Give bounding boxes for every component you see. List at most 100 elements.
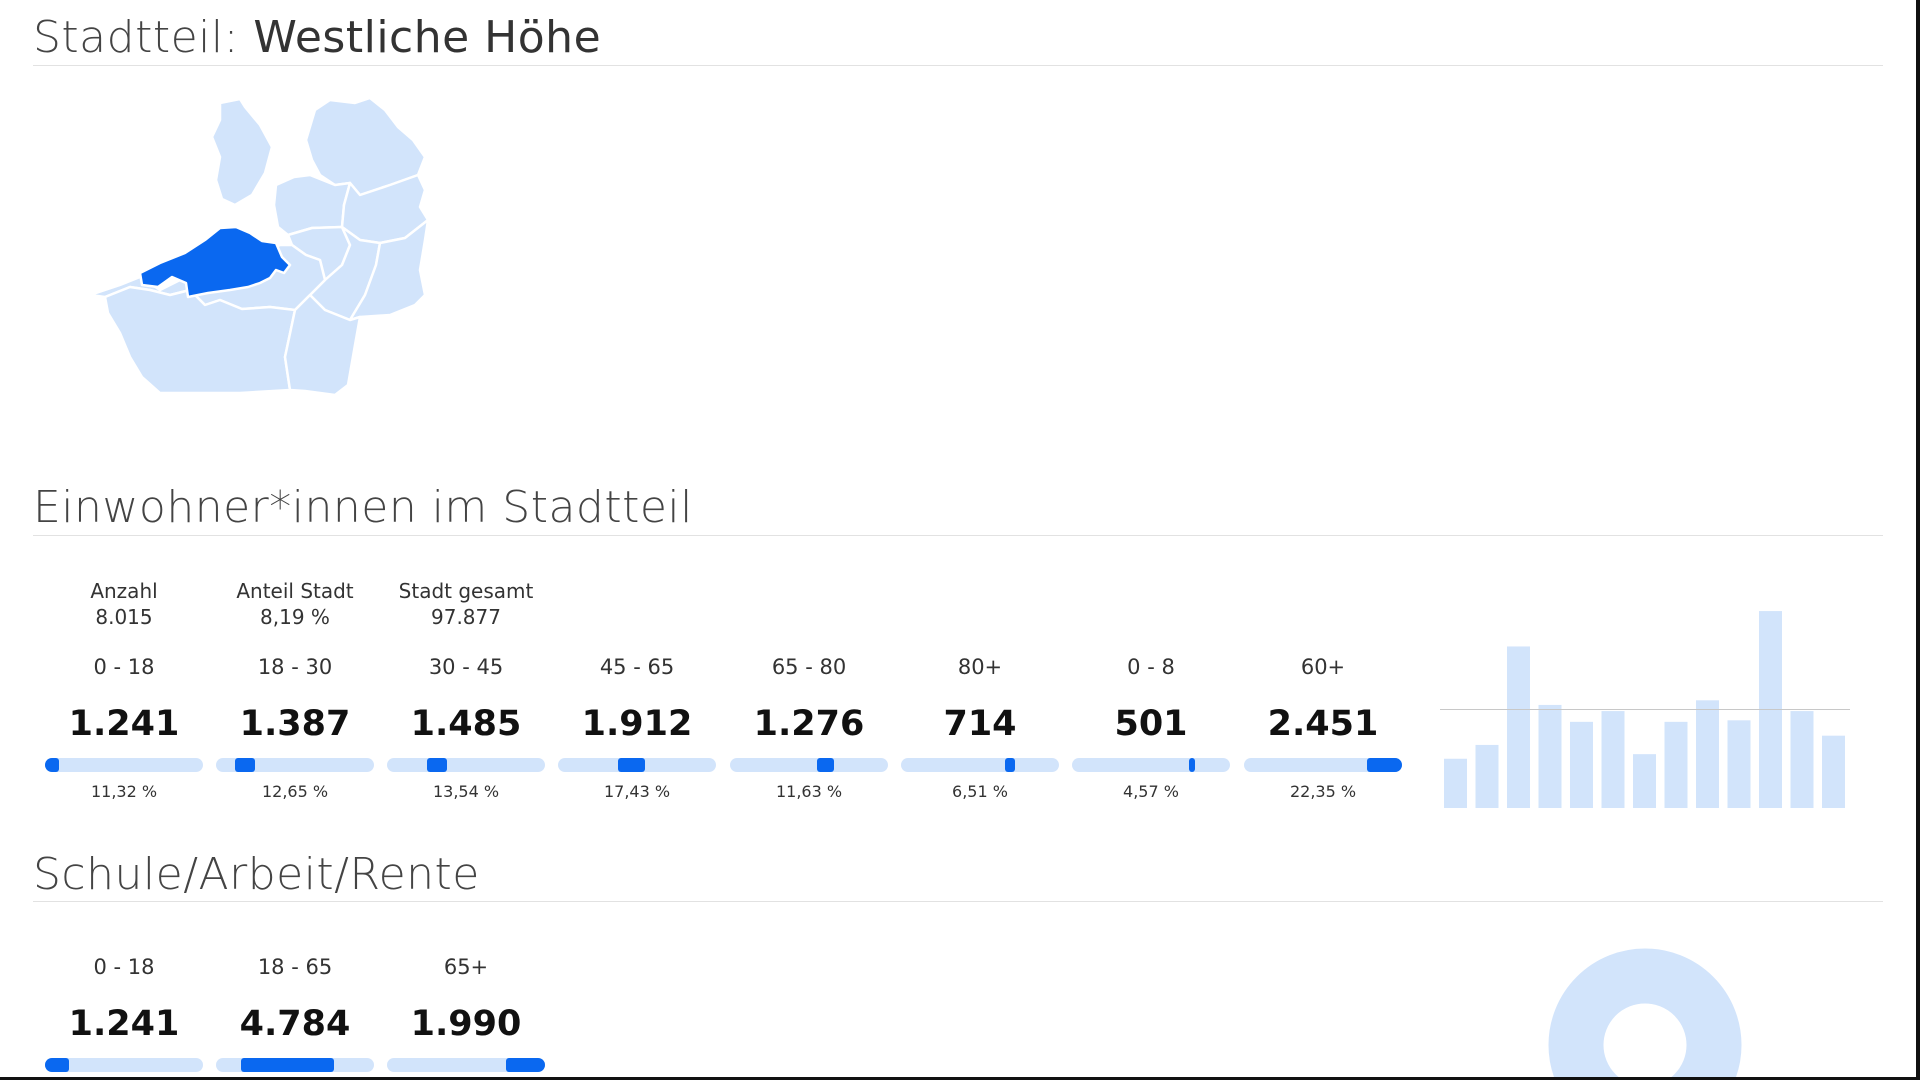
divider (33, 535, 1883, 536)
histogram-bar (1444, 758, 1467, 808)
histogram-bar (1727, 720, 1751, 808)
summary-value: 8.015 (95, 605, 153, 629)
age-group-bar-fill (426, 758, 448, 772)
age-group-bar (730, 758, 888, 772)
age-group-tile[interactable]: 60+ 2.451 22,35 % (1238, 654, 1408, 801)
age-group-bar-fill (816, 758, 835, 772)
divider (33, 65, 1883, 66)
school-work-label: 0 - 18 (93, 955, 155, 979)
map-district[interactable] (283, 293, 362, 397)
age-group-label: 45 - 65 (599, 655, 675, 679)
age-group-label: 65 - 80 (771, 655, 847, 679)
summary-count: Anzahl 8.015 (39, 578, 209, 630)
age-group-count: 1.912 (581, 704, 693, 744)
age-group-count: 2.451 (1267, 704, 1379, 744)
district-name: Westliche Höhe (253, 12, 602, 63)
age-group-label: 60+ (1300, 655, 1346, 679)
age-group-label: 30 - 45 (428, 655, 504, 679)
age-group-tile[interactable]: 30 - 45 1.485 13,54 % (381, 654, 551, 801)
age-group-percent: 22,35 % (1289, 782, 1357, 801)
age-group-bar-fill (1005, 758, 1015, 772)
school-work-bar (216, 1058, 374, 1072)
window-edge-bottom (0, 1077, 1920, 1080)
map-district-selected[interactable] (138, 225, 292, 299)
school-work-donut-chart (1548, 948, 1742, 1077)
age-group-bar-fill (45, 758, 60, 772)
age-group-bar (387, 758, 545, 772)
histogram-bar (1790, 711, 1814, 808)
age-group-label: 0 - 18 (93, 655, 155, 679)
age-distribution-chart (1440, 611, 1850, 808)
summary-value: 97.877 (431, 605, 501, 629)
summary-label: Anzahl (90, 579, 158, 603)
school-work-bar-fill (45, 1058, 69, 1072)
age-group-tile[interactable]: 0 - 18 1.241 11,32 % (39, 654, 209, 801)
age-group-percent: 17,43 % (603, 782, 671, 801)
age-group-bar (1072, 758, 1230, 772)
age-group-tile[interactable]: 0 - 8 501 4,57 % (1066, 654, 1236, 801)
age-group-bar (901, 758, 1059, 772)
histogram-bar (1664, 721, 1688, 808)
summary-city-total: Stadt gesamt 97.877 (381, 578, 551, 630)
age-group-percent: 11,32 % (90, 782, 158, 801)
age-group-count: 1.241 (68, 704, 180, 744)
histogram-bar (1822, 735, 1845, 808)
age-group-percent: 4,57 % (1123, 782, 1179, 801)
age-group-percent: 6,51 % (952, 782, 1008, 801)
school-work-bar-fill (241, 1058, 335, 1072)
age-group-count: 501 (1114, 704, 1188, 744)
summary-value: 8,19 % (260, 605, 330, 629)
summary-label: Stadt gesamt (398, 579, 534, 603)
school-work-bar (387, 1058, 545, 1072)
school-work-count: 4.784 (239, 1004, 351, 1044)
map-district[interactable] (210, 97, 274, 207)
histogram-bar (1601, 711, 1625, 808)
age-group-percent: 11,63 % (775, 782, 843, 801)
age-group-bar-fill (1188, 758, 1196, 772)
age-group-tile[interactable]: 18 - 30 1.387 12,65 % (210, 654, 380, 801)
age-group-count: 714 (943, 704, 1017, 744)
age-group-percent: 13,54 % (432, 782, 500, 801)
summary-label: Anteil Stadt (236, 579, 354, 603)
donut-ring (1548, 948, 1742, 1077)
age-group-count: 1.387 (239, 704, 351, 744)
histogram-bar (1507, 646, 1530, 808)
divider (33, 901, 1883, 902)
map-district[interactable] (348, 218, 430, 322)
school-work-tile[interactable]: 18 - 65 4.784 (210, 954, 380, 1072)
age-group-tile[interactable]: 65 - 80 1.276 11,63 % (724, 654, 894, 801)
summary-share: Anteil Stadt 8,19 % (210, 578, 380, 630)
school-work-tile[interactable]: 0 - 18 1.241 (39, 954, 209, 1072)
section-title-residents: Einwohner*innen im Stadtteil (33, 482, 693, 533)
age-group-count: 1.276 (753, 704, 865, 744)
age-group-bar-fill (618, 758, 645, 772)
age-group-label: 0 - 8 (1127, 655, 1175, 679)
age-group-label: 80+ (957, 655, 1003, 679)
age-group-count: 1.485 (410, 704, 522, 744)
histogram-bar (1538, 704, 1562, 808)
age-group-bar-fill (1367, 758, 1402, 772)
window-edge-right (1916, 0, 1920, 1080)
age-group-percent: 12,65 % (261, 782, 329, 801)
age-group-bar (216, 758, 374, 772)
school-work-bar (45, 1058, 203, 1072)
age-group-bar (1244, 758, 1402, 772)
histogram-bar (1633, 754, 1656, 808)
school-work-bar-fill (505, 1058, 545, 1072)
histogram-bar (1696, 700, 1719, 808)
age-group-tile[interactable]: 80+ 714 6,51 % (895, 654, 1065, 801)
age-group-bar (558, 758, 716, 772)
histogram-bar (1570, 721, 1593, 808)
school-work-label: 65+ (443, 955, 489, 979)
age-group-bar-fill (234, 758, 256, 772)
section-title-school-work: Schule/Arbeit/Rente (33, 849, 480, 900)
school-work-tile[interactable]: 65+ 1.990 (381, 954, 551, 1072)
histogram-bar (1475, 744, 1499, 808)
school-work-count: 1.241 (68, 1004, 180, 1044)
school-work-label: 18 - 65 (257, 955, 333, 979)
school-work-count: 1.990 (410, 1004, 522, 1044)
age-group-bar (45, 758, 203, 772)
district-map (88, 96, 430, 397)
age-group-tile[interactable]: 45 - 65 1.912 17,43 % (552, 654, 722, 801)
age-group-label: 18 - 30 (257, 655, 333, 679)
